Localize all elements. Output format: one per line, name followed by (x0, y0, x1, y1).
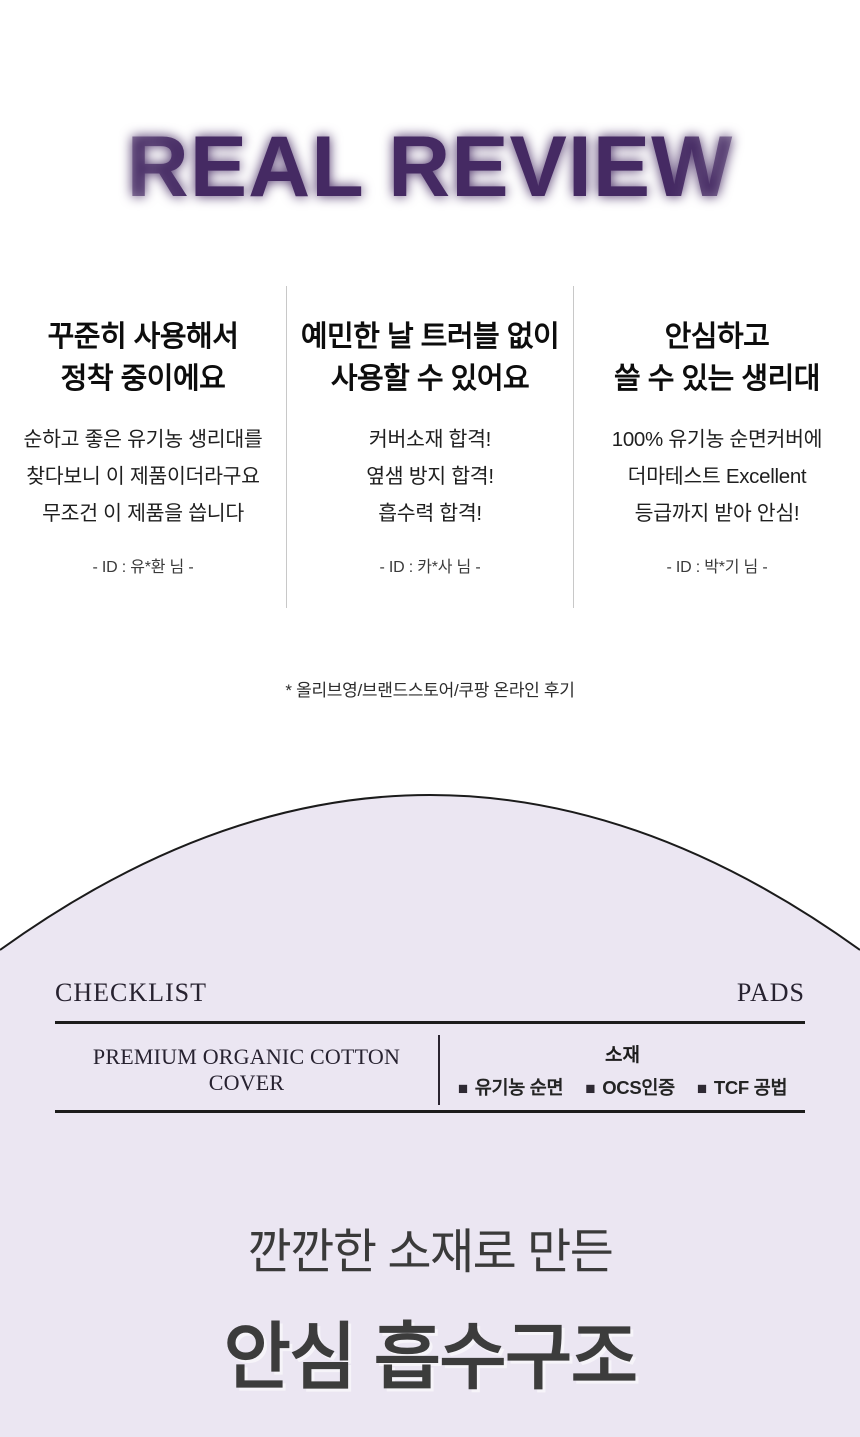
spec-row: PREMIUM ORGANIC COTTON COVER 소재 ■ 유기농 순면 … (55, 1034, 805, 1106)
review-title-line: 꾸준히 사용해서 (47, 321, 239, 353)
review-body-line: 등급까지 받아 안심! (634, 501, 800, 525)
review-body-line: 더마테스트 Excellent (627, 464, 807, 488)
real-review-heading: REAL REVIEW REAL REVIEW (0, 122, 860, 222)
review-title: 예민한 날 트러블 없이 사용할 수 있어요 (287, 316, 573, 400)
material-item-label: 유기농 순면 (474, 1077, 564, 1098)
divider-top (55, 1021, 805, 1024)
review-columns: 꾸준히 사용해서 정착 중이에요 순하고 좋은 유기농 생리대를 찾다보니 이 … (0, 286, 860, 608)
review-title: 꾸준히 사용해서 정착 중이에요 (0, 316, 286, 400)
material-item-label: TCF 공법 (713, 1077, 788, 1098)
spec-row-title: PREMIUM ORGANIC COTTON COVER (92, 1044, 401, 1095)
review-title-line: 정착 중이에요 (60, 363, 226, 396)
square-bullet-icon: ■ (457, 1079, 468, 1098)
review-title-line: 안심하고 (664, 321, 770, 353)
review-body-line: 무조건 이 제품을 씁니다 (42, 501, 244, 525)
material-list: ■ 유기농 순면 ■ OCS인증 ■ TCF 공법 (457, 1074, 788, 1100)
review-body: 100% 유기농 순면커버에 더마테스트 Excellent 등급까지 받아 안… (574, 422, 860, 533)
review-body-line: 옆샘 방지 합격! (366, 464, 494, 488)
dome-background (0, 794, 860, 1437)
review-body: 순하고 좋은 유기농 생리대를 찾다보니 이 제품이더라구요 무조건 이 제품을… (0, 422, 286, 533)
real-review-heading-text: REAL REVIEW (126, 119, 734, 215)
square-bullet-icon: ■ (585, 1079, 596, 1098)
reviewer-id: - ID : 유*환 님 - (92, 558, 194, 576)
real-review-heading-blur-layer: REAL REVIEW (126, 119, 734, 215)
material-cell: 소재 ■ 유기농 순면 ■ OCS인증 ■ TCF 공법 (440, 1040, 805, 1100)
review-title-line: 사용할 수 있어요 (330, 363, 530, 396)
review-card: 예민한 날 트러블 없이 사용할 수 있어요 커버소재 합격! 옆샘 방지 합격… (286, 286, 574, 608)
checklist-header: CHECKLIST PADS (55, 978, 805, 1008)
review-body-line: 찾다보니 이 제품이더라구요 (26, 464, 260, 488)
review-body: 커버소재 합격! 옆샘 방지 합격! 흡수력 합격! (287, 422, 573, 533)
review-title-line: 쓸 수 있는 생리대 (614, 363, 820, 396)
divider-bottom (55, 1110, 805, 1113)
spec-vertical-divider (438, 1035, 440, 1105)
review-body-line: 흡수력 합격! (378, 501, 482, 525)
material-group-label: 소재 (605, 1045, 640, 1066)
review-body-line: 100% 유기농 순면커버에 (611, 428, 823, 452)
reviewer-id: - ID : 카*사 님 - (379, 558, 481, 576)
material-item-label: OCS인증 (602, 1077, 675, 1098)
material-item: ■ 유기농 순면 (457, 1074, 564, 1100)
review-body-line: 커버소재 합격! (368, 428, 492, 452)
review-card: 안심하고 쓸 수 있는 생리대 100% 유기농 순면커버에 더마테스트 Exc… (574, 286, 860, 608)
review-title: 안심하고 쓸 수 있는 생리대 (574, 316, 860, 400)
headline-line1: 깐깐한 소재로 만든 (247, 1226, 614, 1279)
review-body-line: 순하고 좋은 유기농 생리대를 (23, 428, 263, 452)
reviewer-id: - ID : 박*기 님 - (666, 558, 768, 576)
section-headline: 깐깐한 소재로 만든 안심 흡수구조 (0, 1212, 860, 1404)
square-bullet-icon: ■ (696, 1079, 707, 1098)
reviews-source-footnote: * 올리브영/브랜드스토어/쿠팡 온라인 후기 (285, 681, 575, 700)
review-card: 꾸준히 사용해서 정착 중이에요 순하고 좋은 유기농 생리대를 찾다보니 이 … (0, 286, 286, 608)
headline-line2: 안심 흡수구조 (223, 1317, 638, 1398)
material-item: ■ TCF 공법 (696, 1074, 788, 1100)
material-item: ■ OCS인증 (585, 1074, 675, 1100)
pads-label: PADS (736, 978, 805, 1007)
review-title-line: 예민한 날 트러블 없이 (300, 321, 560, 353)
checklist-label: CHECKLIST (55, 978, 207, 1007)
